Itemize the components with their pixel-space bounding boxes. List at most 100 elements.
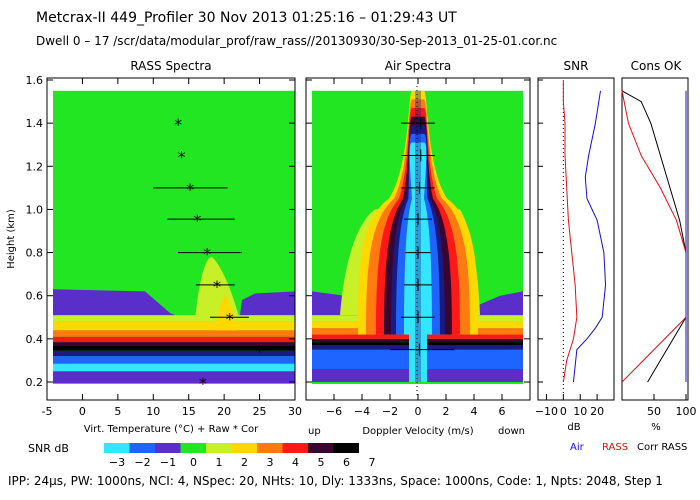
colorbar-cell [333,443,359,453]
colorbar-tick-label: 5 [318,456,325,469]
rass-spectra-panel: ********* -5 0 5 10 15 20 25 300.20.40.60.81.01… [6,59,302,435]
snr-x-tick-label: 20 [590,405,604,418]
colorbar-ticks: −3 −2 −1 0 1 2 3 4 5 6 7 [109,456,376,469]
page-title: Metcrax-II 449_Profiler 30 Nov 2013 01:2… [36,10,457,26]
rass-shelf-left [53,289,175,316]
snr-series-rass [562,80,578,383]
snr-lines [562,80,607,396]
snr-title: SNR [564,59,589,73]
air-down-note: down [498,426,525,437]
air-shelf-right [468,291,523,316]
air-x-tick-label: −4 [354,405,370,418]
colorbar-cell [282,443,308,453]
colorbar-tick-label: 4 [292,456,299,469]
colorbar-tick-label: −3 [109,456,125,469]
air-marks [390,117,455,356]
legend-rass: RASS [602,442,628,453]
rass-cor-point: * [203,245,211,264]
rass-x-tick-label: 15 [182,405,196,418]
colorbar-cells [104,443,359,453]
rass-ylabel: Height (km) [6,209,17,269]
cons-axes: 50 100 [647,394,697,418]
rass-marks: ********* [153,115,281,393]
rass-band-navy [53,350,295,357]
colorbar-tick-label: −1 [160,456,176,469]
colorbar-tick-label: 6 [343,456,350,469]
colorbar-tick-label: 3 [267,456,274,469]
snr-panel: −10 0 10 20 SNR dB [535,59,615,433]
rass-y-tick-label: 0.4 [26,333,44,346]
colorbar-tick-label: 1 [216,456,223,469]
air-x-tick-label: −6 [326,405,342,418]
air-spectra-panel: −6 −4 −2 0 2 4 6 Air Spectra Doppler Velocity … [305,59,531,437]
rass-x-tick-label: 5 [114,405,121,418]
snr-x-tick-label: 10 [573,405,587,418]
rass-cor-point: * [174,115,182,134]
colorbar-tick-label: −2 [134,456,150,469]
rass-band-black [53,345,295,351]
air-plume-cyan [404,142,432,335]
air-x-tick-label: 2 [443,405,450,418]
rass-y-tick-label: 1.4 [26,117,44,130]
rass-y-tick-label: 1.6 [26,74,44,87]
rass-cor-point: * [178,148,186,167]
colorbar-cell [257,443,283,453]
rass-band-low [53,371,295,384]
rass-band-cyan [53,363,295,372]
cons-series-rass [621,90,687,383]
cons-x-tick-label: 50 [647,405,661,418]
rass-x-tick-label: 25 [253,405,267,418]
rass-shelf-right [240,291,295,316]
colorbar-cell [104,443,130,453]
rass-spectra-field [53,90,295,384]
rass-axes: -5 0 5 10 15 20 25 30 0.2 0.4 0.6 0.8 1.0 1.2 1.4 1.6 [26,74,303,418]
colorbar-cell [206,443,232,453]
air-core-line [415,90,421,383]
rass-cor-point: * [256,342,264,361]
rass-band-orange [53,330,295,337]
rass-cor-point: * [199,374,207,393]
colorbar-cell [308,443,334,453]
colorbar-cell [231,443,257,453]
legend-air: Air [570,442,585,453]
air-up-note: up [308,426,321,437]
air-title: Air Spectra [385,59,452,73]
rass-band-ylgreen [53,315,295,322]
air-axes: −6 −4 −2 0 2 4 6 [306,78,530,418]
rass-title: RASS Spectra [130,59,211,73]
rass-band-yellow [53,321,295,331]
rass-y-tick-label: 1.0 [26,203,44,216]
rass-frame [46,77,296,401]
rass-x-tick-label: 10 [146,405,160,418]
colorbar-tick-label: 0 [190,456,197,469]
air-spectra-field [312,90,523,384]
colorbar-cell [155,443,181,453]
page-subtitle: Dwell 0 – 17 /scr/data/modular_prof/raw_… [36,34,558,48]
rass-y-tick-label: 0.2 [26,376,44,389]
rass-x-tick-label: 30 [288,405,302,418]
cons-xlabel: % [651,422,661,433]
rass-xlabel: Virt. Temperature (°C) + Raw * Cor [84,424,259,435]
rass-cor-point: * [213,277,221,296]
colorbar-tick-label: 7 [369,456,376,469]
rass-cor-point: * [226,309,234,328]
snr-x-tick-label: −10 [535,405,558,418]
snr-xlabel: dB [567,422,580,433]
rass-cor-point: * [193,211,201,230]
air-xlabel: Doppler Velocity (m/s) [362,426,473,437]
snr-axes: −10 0 10 20 [535,79,604,418]
air-x-tick-label: 4 [471,405,478,418]
air-x-tick-label: 0 [415,405,422,418]
rass-cor-point: * [186,180,194,199]
rass-y-tick-label: 1.2 [26,160,44,173]
colorbar-label: SNR dB [28,442,69,455]
acquisition-parameters: IPP: 24µs, PW: 1000ns, NCI: 4, NSpec: 20… [8,474,663,488]
snr-x-tick-label: 0 [560,405,567,418]
rass-x-tick-label: 0 [79,405,86,418]
legend-corr-rass: Corr RASS [637,442,687,453]
rass-band-dark [53,342,295,346]
rass-plume-inner [215,295,236,331]
snr-colorbar: SNR dB −3 −2 −1 0 1 2 3 4 5 6 7 [28,442,376,469]
air-core-bottom [409,334,427,382]
